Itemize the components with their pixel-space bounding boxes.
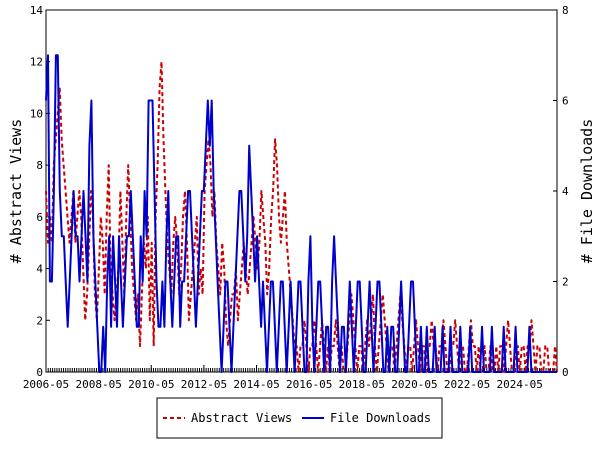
y-left-tick-label: 14 — [30, 4, 44, 17]
x-tick-label: 2008-05 — [75, 378, 121, 391]
y-axis-left-title: # Abstract Views — [7, 119, 25, 264]
series-line-file-downloads — [45, 54, 557, 373]
y-left-tick-label: 6 — [36, 211, 43, 224]
y-left-tick-label: 0 — [36, 366, 43, 379]
right-axis: 0 2 4 6 8 — [553, 4, 569, 379]
series-line-abstract-views — [45, 60, 558, 373]
x-tick-label: 2010-05 — [128, 378, 174, 391]
x-tick-label: 2020-05 — [391, 378, 437, 391]
legend-label-abstract-views: Abstract Views — [191, 411, 292, 425]
x-tick-label: 2006-05 — [23, 378, 69, 391]
x-tick-label: 2014-05 — [233, 378, 279, 391]
x-tick-label: 2016-05 — [286, 378, 332, 391]
y-right-tick-label: 8 — [562, 4, 569, 17]
legend-label-file-downloads: File Downloads — [330, 411, 431, 425]
left-axis: 0 2 4 6 8 10 12 14 — [30, 4, 50, 379]
series-layer — [45, 54, 558, 373]
legend-box — [156, 397, 443, 439]
y-right-tick-label: 6 — [562, 95, 569, 108]
y-left-tick-label: 8 — [36, 159, 43, 172]
legend: Abstract Views File Downloads — [156, 397, 443, 439]
y-left-tick-label: 10 — [30, 107, 43, 120]
x-tick-label: 2018-05 — [339, 378, 385, 391]
y-left-tick-label: 2 — [36, 314, 43, 327]
y-axis-right-title: # File Downloads — [578, 119, 596, 264]
y-left-tick-label: 4 — [36, 263, 43, 276]
x-tick-label: 2022-05 — [444, 378, 490, 391]
x-tick-label: 2012-05 — [181, 378, 227, 391]
y-right-tick-label: 0 — [562, 366, 569, 379]
y-left-tick-label: 12 — [30, 56, 43, 69]
x-tick-label: 2024-05 — [497, 378, 543, 391]
y-right-tick-label: 4 — [562, 185, 569, 198]
y-right-tick-label: 2 — [562, 276, 569, 289]
